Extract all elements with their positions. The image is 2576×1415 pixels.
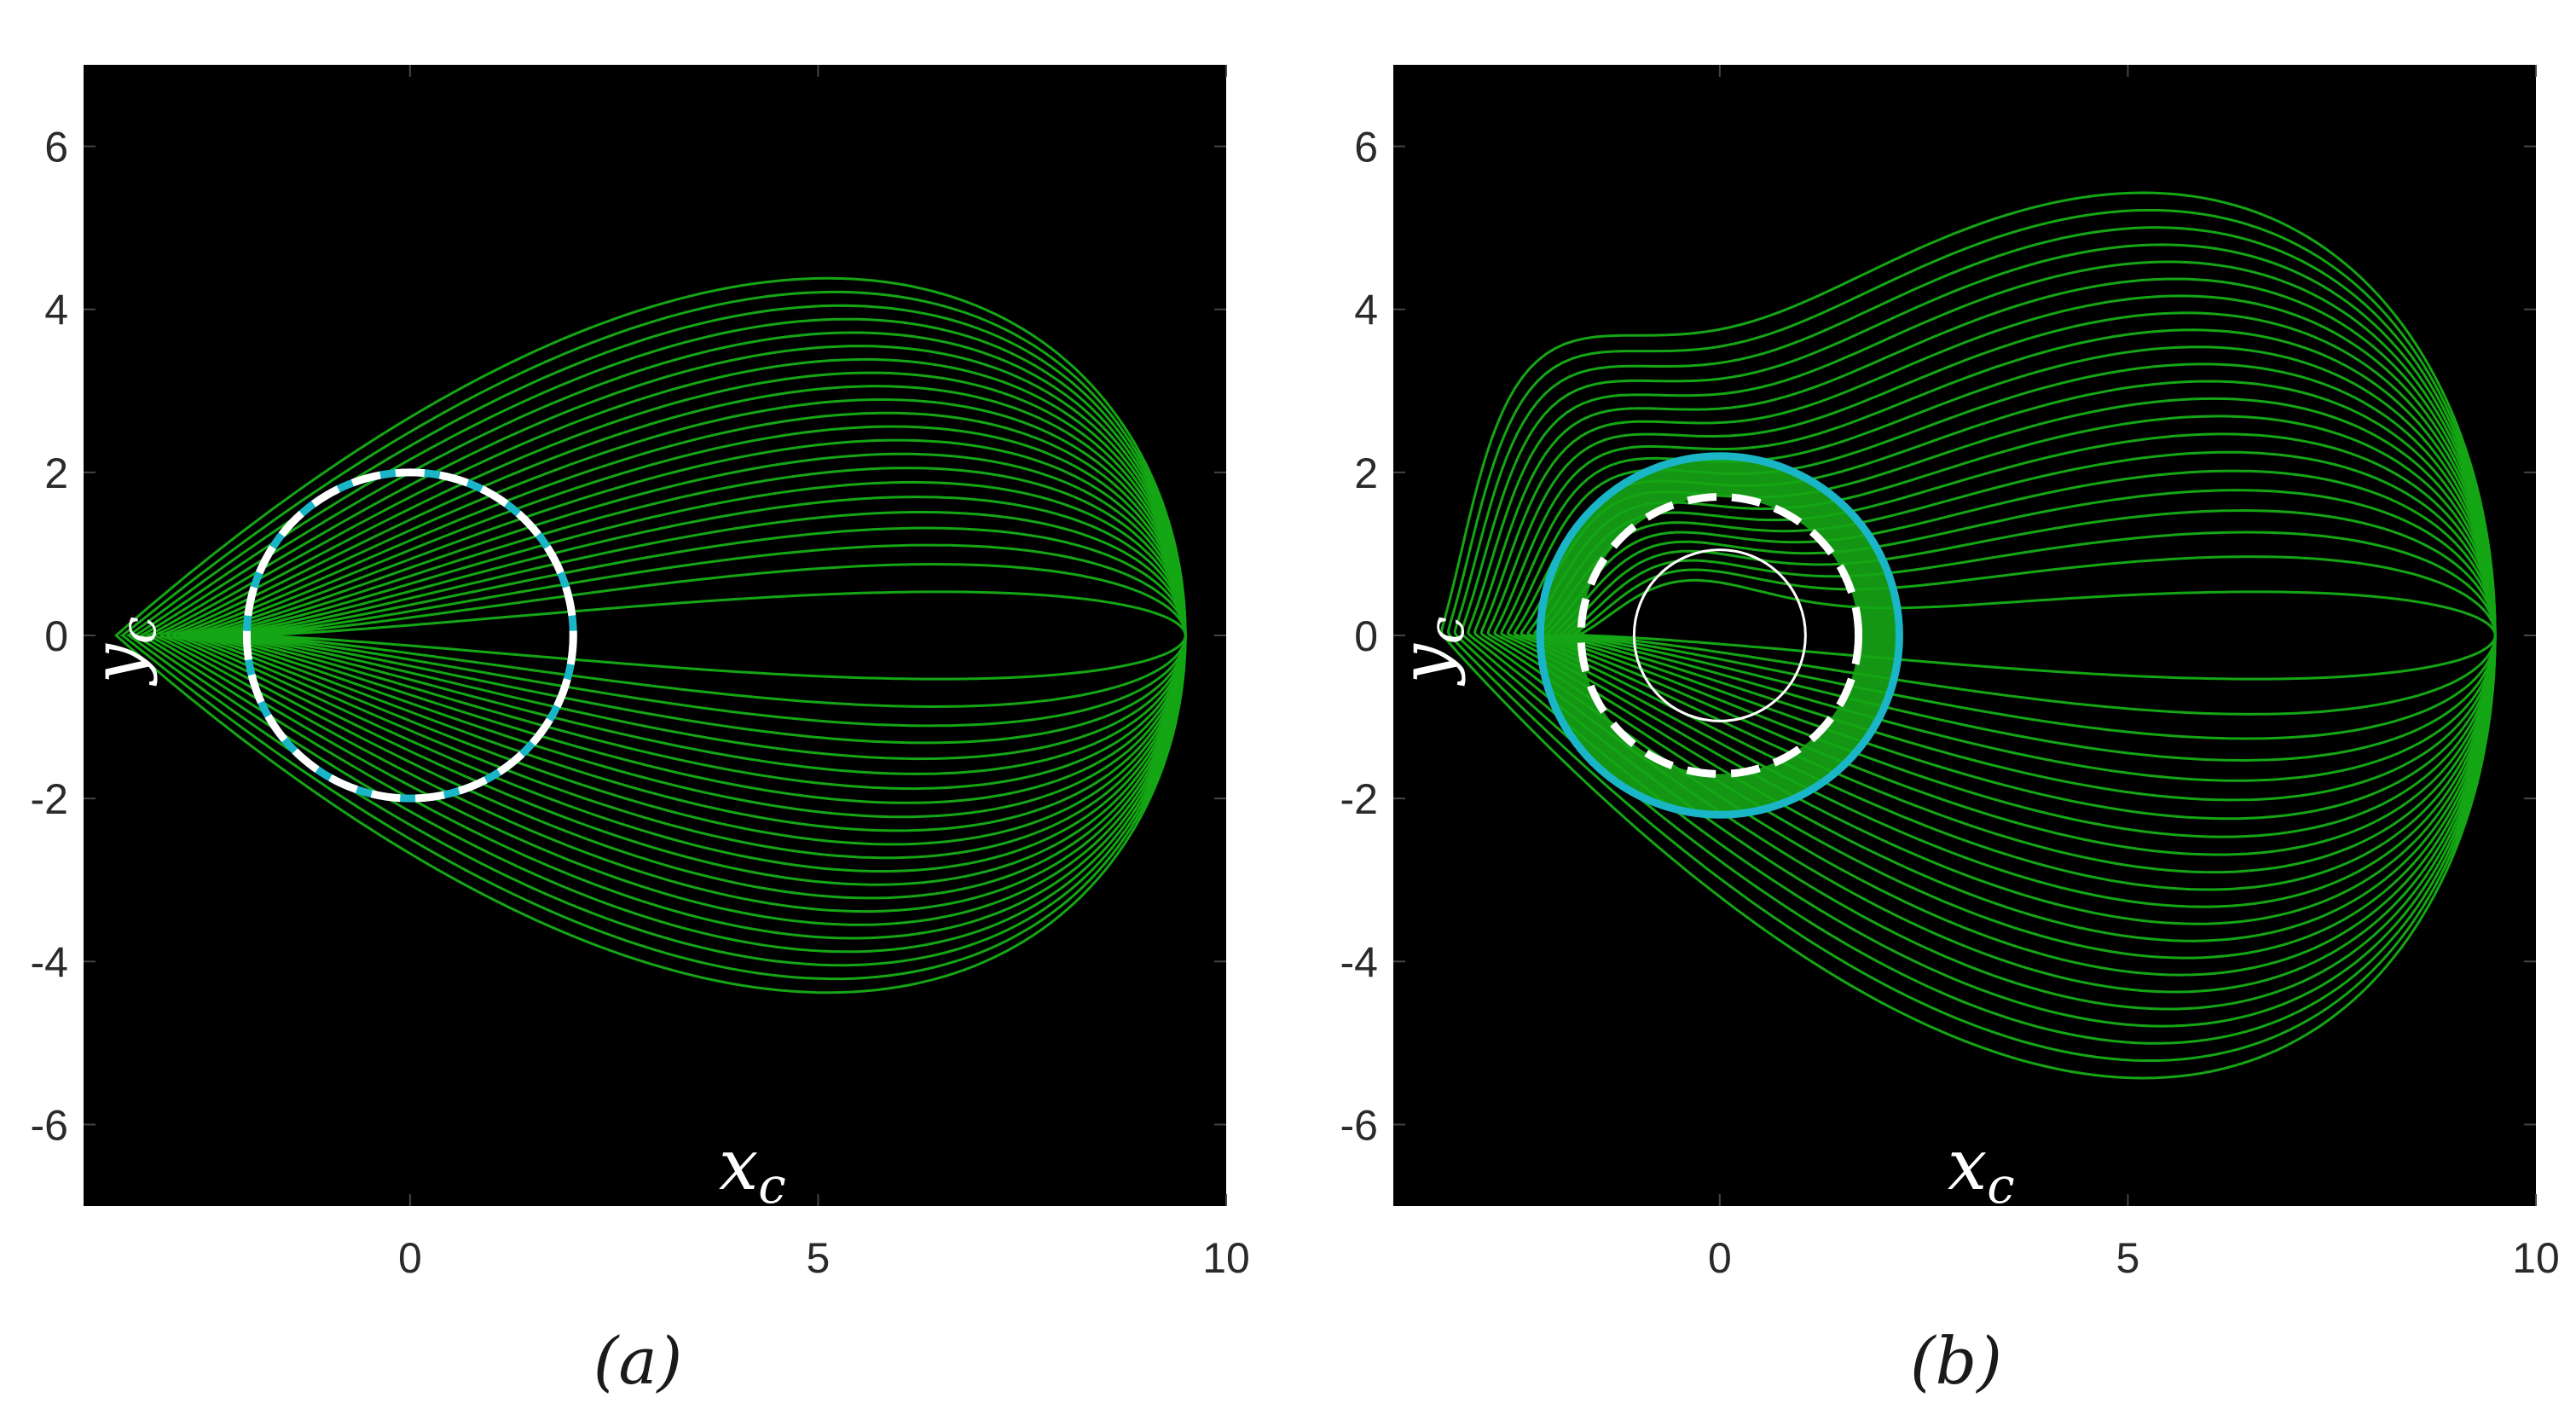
panel-label-b: (b) bbox=[1910, 1323, 2002, 1399]
x-axis-label-b: xc bbox=[1948, 1125, 2015, 1215]
trajectory-b-8 bbox=[1533, 432, 2497, 838]
trajectory-a-4 bbox=[228, 526, 1187, 745]
trajectory-b-5 bbox=[1553, 489, 2497, 782]
panel-a: 0 5 10 -6 -4 -2 0 2 4 6 xc yc (a) bbox=[31, 65, 1250, 1399]
trajectory-a-6 bbox=[216, 496, 1187, 775]
y-tick-label-a-4: 2 bbox=[44, 449, 68, 497]
trajectory-a-16 bbox=[153, 357, 1187, 913]
trajectory-b-19 bbox=[1460, 243, 2497, 1028]
trajectories-a bbox=[114, 276, 1187, 995]
x-tick-label-a-2: 10 bbox=[1202, 1234, 1250, 1282]
y-tick-label-b-6: 6 bbox=[1354, 124, 1378, 171]
panel-label-a: (a) bbox=[593, 1323, 683, 1399]
trajectory-b-17 bbox=[1473, 277, 2497, 994]
trajectory-b-3 bbox=[1566, 531, 2497, 740]
trajectory-b-20 bbox=[1453, 226, 2497, 1045]
trajectory-b-11 bbox=[1513, 380, 2497, 891]
trajectory-a-1 bbox=[246, 590, 1187, 681]
y-tick-label-b-2: -2 bbox=[1340, 775, 1378, 823]
y-tick-label-a-5: 4 bbox=[44, 287, 68, 334]
panel-b: 0 5 10 -6 -4 -2 0 2 4 6 xc yc (b) bbox=[1340, 65, 2560, 1399]
trajectory-a-12 bbox=[178, 411, 1187, 860]
trajectory-a-3 bbox=[234, 543, 1187, 728]
y-tick-label-a-2: -2 bbox=[31, 775, 68, 823]
trajectory-a-14 bbox=[165, 385, 1187, 886]
ticks-b: 0 5 10 -6 -4 -2 0 2 4 6 bbox=[1340, 65, 2560, 1282]
x-tick-label-a-1: 5 bbox=[807, 1234, 831, 1282]
y-tick-label-a-3: 0 bbox=[44, 612, 68, 660]
trajectory-a-21 bbox=[119, 290, 1187, 981]
trajectory-a-15 bbox=[159, 371, 1187, 900]
trajectory-b-10 bbox=[1520, 397, 2497, 874]
x-axis-label-a: xc bbox=[719, 1125, 786, 1215]
x-tick-label-b-0: 0 bbox=[1708, 1234, 1732, 1282]
x-tick-label-b-2: 10 bbox=[2512, 1234, 2560, 1282]
y-axis-label-a: yc bbox=[78, 617, 167, 687]
y-tick-label-b-4: 2 bbox=[1354, 449, 1378, 497]
trajectories-b bbox=[1440, 191, 2497, 1080]
y-tick-label-a-0: -6 bbox=[31, 1101, 68, 1149]
trajectory-a-20 bbox=[125, 304, 1187, 967]
trajectory-b-15 bbox=[1486, 311, 2497, 960]
trajectory-b-6 bbox=[1546, 469, 2497, 802]
y-tick-label-a-1: -4 bbox=[31, 938, 68, 986]
trajectory-a-8 bbox=[203, 467, 1187, 804]
trajectory-b-13 bbox=[1500, 345, 2497, 925]
y-tick-label-a-6: 6 bbox=[44, 124, 68, 171]
y-tick-label-b-5: 4 bbox=[1354, 287, 1378, 334]
trajectory-b-12 bbox=[1507, 362, 2497, 908]
trajectory-b-4 bbox=[1560, 508, 2497, 763]
cyan-circle-b bbox=[1536, 452, 1903, 819]
trajectory-b-9 bbox=[1526, 415, 2497, 856]
trajectory-b-18 bbox=[1467, 260, 2497, 1011]
trajectory-a-17 bbox=[144, 345, 1187, 926]
inner-circle-b bbox=[1632, 548, 1807, 722]
trajectory-a-22 bbox=[114, 276, 1187, 995]
trajectory-a-19 bbox=[133, 317, 1187, 954]
y-tick-label-b-1: -4 bbox=[1340, 938, 1378, 986]
dashed-circle-a bbox=[242, 468, 577, 803]
y-tick-label-b-3: 0 bbox=[1354, 612, 1378, 660]
circles-a bbox=[242, 468, 577, 803]
trajectory-a-7 bbox=[209, 480, 1187, 791]
circles-b bbox=[1536, 452, 1903, 819]
trajectory-a-2 bbox=[240, 562, 1187, 709]
trajectory-a-5 bbox=[222, 510, 1187, 761]
dashed-circle-b bbox=[1577, 493, 1863, 778]
trajectory-b-21 bbox=[1447, 209, 2497, 1062]
trajectory-b-14 bbox=[1493, 328, 2497, 942]
y-axis-label-b: yc bbox=[1386, 617, 1475, 687]
x-tick-label-a-0: 0 bbox=[398, 1234, 422, 1282]
trajectory-a-18 bbox=[139, 331, 1187, 940]
y-tick-label-b-0: -6 bbox=[1340, 1101, 1378, 1149]
trajectory-b-2 bbox=[1572, 555, 2497, 716]
ticks-a: 0 5 10 -6 -4 -2 0 2 4 6 bbox=[31, 65, 1250, 1282]
trajectory-b-22 bbox=[1440, 191, 2497, 1080]
x-tick-label-b-1: 5 bbox=[2116, 1234, 2140, 1282]
trajectory-b-16 bbox=[1479, 294, 2497, 977]
trajectory-a-11 bbox=[184, 425, 1187, 846]
